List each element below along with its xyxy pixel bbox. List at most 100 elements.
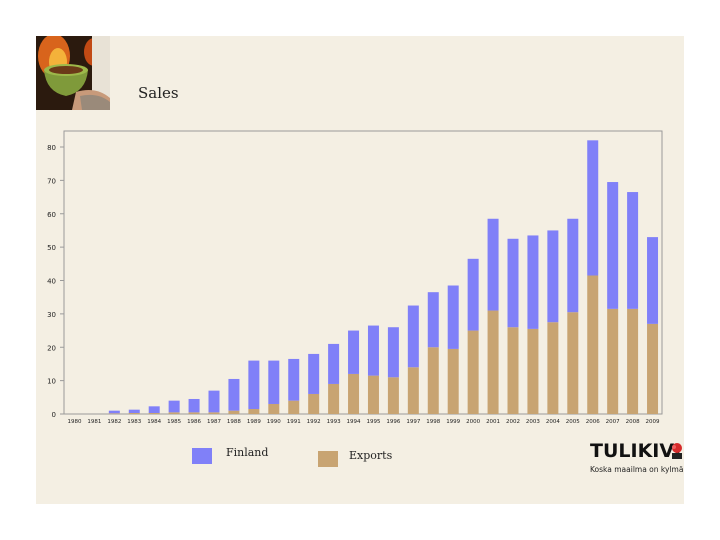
x-tick-label: 1983 bbox=[127, 419, 141, 425]
bar-exports bbox=[108, 413, 120, 414]
bar-exports bbox=[567, 312, 579, 414]
y-tick-label: 60 bbox=[47, 211, 56, 219]
x-tick-label: 2001 bbox=[486, 419, 500, 425]
legend-swatch-exports bbox=[318, 451, 338, 467]
legend-label-finland: Finland bbox=[226, 446, 269, 459]
bar-finland bbox=[248, 360, 260, 409]
x-tick-label: 1995 bbox=[366, 419, 380, 425]
bar-finland bbox=[427, 292, 439, 348]
bar-exports bbox=[527, 328, 539, 414]
bar-exports bbox=[128, 412, 140, 414]
bar-finland bbox=[587, 140, 599, 276]
bar-finland bbox=[128, 409, 140, 413]
plot-frame bbox=[63, 130, 663, 415]
bar-exports bbox=[607, 308, 619, 414]
bar-exports bbox=[547, 322, 559, 414]
bar-finland bbox=[308, 353, 320, 394]
bar-exports bbox=[248, 408, 260, 414]
bar-exports bbox=[308, 393, 320, 414]
bar-exports bbox=[367, 375, 379, 414]
bar-finland bbox=[268, 360, 280, 404]
x-tick-label: 1988 bbox=[227, 419, 241, 425]
bar-finland bbox=[567, 218, 579, 313]
x-tick-label: 1990 bbox=[267, 419, 281, 425]
x-tick-label: 1987 bbox=[207, 419, 221, 425]
y-tick-label: 70 bbox=[47, 177, 56, 185]
bar-exports bbox=[447, 348, 459, 414]
bar-finland bbox=[507, 238, 519, 328]
logo-tagline: Koska maailma on kylmä bbox=[590, 465, 684, 474]
flame-icon bbox=[672, 443, 682, 459]
legend-label-exports: Exports bbox=[349, 449, 393, 462]
bar-exports bbox=[647, 323, 659, 414]
bar-finland bbox=[467, 258, 479, 331]
y-tick-label: 30 bbox=[47, 311, 56, 319]
bar-finland bbox=[148, 406, 160, 413]
bar-exports bbox=[407, 367, 419, 414]
bar-exports bbox=[427, 347, 439, 414]
bar-finland bbox=[367, 325, 379, 376]
bar-exports bbox=[627, 308, 639, 414]
bar-finland bbox=[487, 218, 499, 311]
x-tick-label: 1993 bbox=[327, 419, 341, 425]
bar-exports bbox=[507, 327, 519, 414]
y-tick-label: 20 bbox=[47, 344, 56, 352]
x-axis: 1980 1981 1982 1983 1984 1985 1986 1987 1988 1989… bbox=[67, 419, 660, 425]
x-tick-label: 1986 bbox=[187, 419, 201, 425]
y-tick-label: 10 bbox=[47, 378, 56, 386]
bar-finland bbox=[208, 390, 220, 413]
bar-finland bbox=[348, 330, 360, 374]
x-tick-label: 1982 bbox=[107, 419, 121, 425]
chart-title: Sales bbox=[138, 84, 179, 102]
bar-exports bbox=[487, 310, 499, 414]
y-tick-label: 80 bbox=[47, 144, 56, 152]
bar-finland bbox=[168, 400, 180, 413]
bar-finland bbox=[228, 378, 240, 411]
x-tick-label: 1998 bbox=[426, 419, 440, 425]
y-tick-label: 40 bbox=[47, 278, 56, 286]
bar-exports bbox=[228, 410, 240, 414]
x-tick-label: 2004 bbox=[546, 419, 560, 425]
legend-swatch-finland bbox=[192, 448, 212, 464]
bar-exports bbox=[148, 412, 160, 414]
bar-exports bbox=[587, 275, 599, 414]
x-tick-label: 1980 bbox=[67, 419, 81, 425]
x-tick-label: 1997 bbox=[406, 419, 420, 425]
x-tick-label: 2008 bbox=[626, 419, 640, 425]
x-tick-label: 1999 bbox=[446, 419, 460, 425]
x-tick-label: 2005 bbox=[566, 419, 580, 425]
bar-finland bbox=[108, 410, 120, 414]
x-tick-label: 2003 bbox=[526, 419, 540, 425]
bar-exports bbox=[188, 412, 200, 414]
bar-exports bbox=[328, 383, 340, 414]
x-tick-label: 1994 bbox=[347, 419, 361, 425]
x-tick-label: 2009 bbox=[646, 419, 660, 425]
y-tick-label: 0 bbox=[52, 411, 56, 419]
bar-exports bbox=[348, 373, 360, 414]
x-tick-label: 1991 bbox=[287, 419, 301, 425]
bar-exports bbox=[208, 412, 220, 414]
x-tick-label: 2002 bbox=[506, 419, 520, 425]
y-tick-label: 50 bbox=[47, 244, 56, 252]
x-tick-label: 1984 bbox=[147, 419, 161, 425]
x-tick-label: 1981 bbox=[87, 419, 101, 425]
bar-finland bbox=[547, 230, 559, 323]
coffee-cup-photo bbox=[36, 36, 110, 110]
bar-finland bbox=[328, 343, 340, 384]
x-tick-label: 1992 bbox=[307, 419, 321, 425]
x-tick-label: 2000 bbox=[466, 419, 480, 425]
x-tick-label: 1996 bbox=[386, 419, 400, 425]
bar-exports bbox=[268, 403, 280, 414]
bar-finland bbox=[188, 398, 200, 413]
bar-exports bbox=[288, 400, 300, 414]
bar-exports bbox=[387, 377, 399, 414]
y-axis: 0 10 20 30 40 50 60 70 80 bbox=[47, 144, 64, 419]
bar-finland bbox=[627, 192, 639, 309]
bar-finland bbox=[647, 237, 659, 324]
logo-wordmark: TULIKIVI bbox=[590, 440, 682, 462]
bar-finland bbox=[527, 235, 539, 329]
bar-exports bbox=[467, 330, 479, 414]
bar-exports bbox=[168, 412, 180, 414]
x-tick-label: 1985 bbox=[167, 419, 181, 425]
